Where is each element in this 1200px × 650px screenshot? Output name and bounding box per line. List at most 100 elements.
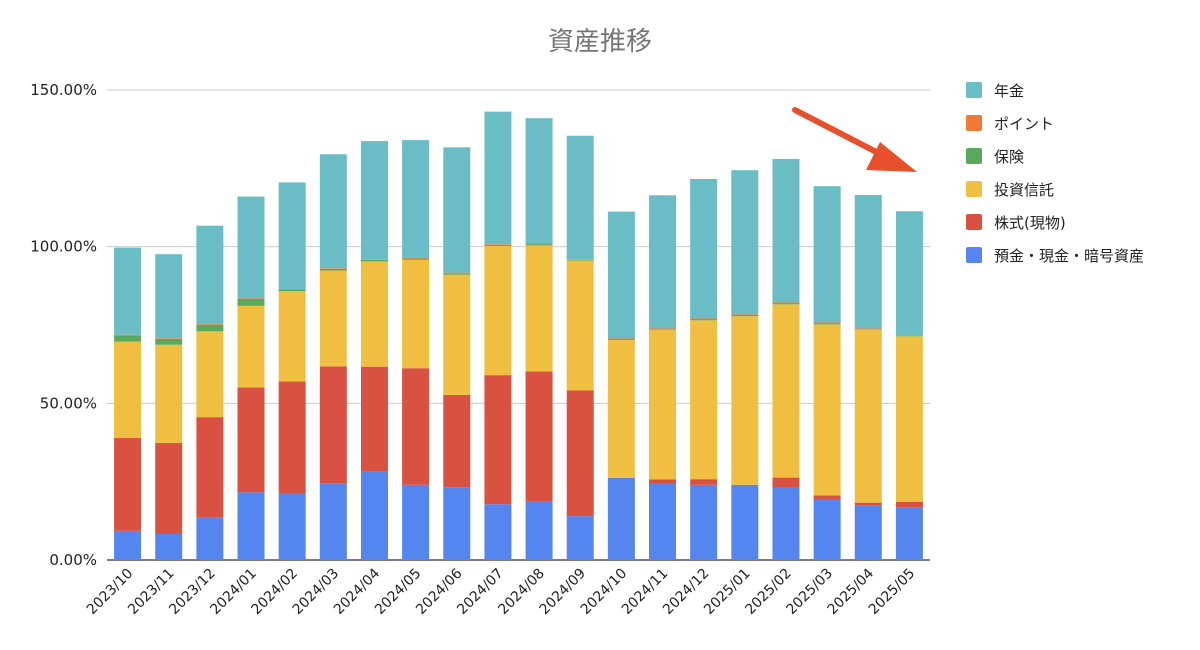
bars	[114, 111, 923, 560]
bar-segment	[237, 492, 265, 560]
legend-label: 株式(現物)	[994, 214, 1066, 232]
bar-segment	[360, 471, 388, 560]
bar-segment	[649, 328, 677, 330]
bar-segment	[484, 111, 512, 245]
legend-swatch	[966, 181, 982, 197]
bar-segment	[484, 246, 512, 376]
legend-item: 預金・現金・暗号資産	[966, 247, 1144, 265]
bar-segment	[854, 505, 882, 560]
bar-segment	[895, 336, 923, 502]
legend-swatch	[966, 148, 982, 164]
bar-segment	[155, 254, 183, 339]
bar-segment	[443, 487, 471, 560]
bar-segment	[484, 244, 512, 245]
bar-segment	[443, 272, 471, 274]
bar-segment	[525, 245, 553, 372]
bar-segment	[607, 339, 635, 341]
bar-segment	[566, 259, 594, 260]
legend-swatch	[966, 214, 982, 230]
bar-segment	[237, 387, 265, 493]
bar-segment	[649, 479, 677, 484]
bar-segment	[895, 211, 923, 336]
bar-segment	[443, 274, 471, 395]
bar-segment	[278, 288, 306, 290]
y-tick-label: 50.00%	[40, 394, 97, 412]
bar-segment	[196, 324, 224, 332]
x-axis-ticks: 2023/102023/112023/122024/012024/022024/…	[84, 565, 918, 618]
bar-segment	[607, 211, 635, 339]
bar-segment	[813, 499, 841, 560]
bar-segment	[319, 366, 347, 484]
bar-segment	[484, 504, 512, 560]
bar-segment	[813, 322, 841, 324]
bar-segment	[731, 314, 759, 317]
legend-label: 保険	[994, 148, 1024, 166]
bar-segment	[155, 533, 183, 560]
bar-segment	[690, 319, 718, 321]
bar-segment	[278, 493, 306, 560]
bar-segment	[402, 259, 430, 369]
bar-segment	[402, 368, 430, 485]
legend-swatch	[966, 247, 982, 263]
bar-segment	[196, 225, 224, 325]
bar-segment	[114, 530, 142, 560]
bar-segment	[731, 316, 759, 485]
bar-segment	[607, 338, 635, 340]
bar-segment	[278, 291, 306, 382]
bar-segment	[854, 502, 882, 506]
bar-segment	[402, 140, 430, 258]
chart-title: 資産推移	[548, 27, 652, 57]
bar-segment	[690, 320, 718, 480]
bar-segment	[443, 394, 471, 488]
legend-label: 投資信託	[994, 181, 1054, 199]
bar-segment	[237, 305, 265, 388]
bar-segment	[813, 186, 841, 323]
legend-label: 年金	[994, 82, 1024, 100]
bar-segment	[772, 302, 800, 304]
legend-item: ポイント	[966, 115, 1054, 133]
bar-segment	[155, 442, 183, 534]
bar-segment	[484, 375, 512, 505]
bar-segment	[237, 298, 265, 299]
y-axis-ticks: 0.00% 50.00% 100.00% 150.00%	[30, 81, 97, 569]
bar-segment	[114, 335, 142, 342]
bar-segment	[607, 477, 635, 560]
bar-segment	[649, 329, 677, 480]
bar-segment	[566, 259, 594, 261]
bar-segment	[196, 517, 224, 560]
bar-segment	[525, 243, 553, 245]
bar-segment	[360, 259, 388, 260]
arrow-head	[866, 142, 917, 172]
grid-lines	[107, 89, 930, 561]
trend-arrow-annotation	[792, 107, 917, 172]
bar-segment	[690, 479, 718, 485]
legend-item: 保険	[966, 148, 1024, 166]
bar-segment	[319, 268, 347, 269]
bar-segment	[895, 335, 923, 336]
bar-segment	[278, 289, 306, 292]
bar-segment	[895, 507, 923, 560]
arrow-shaft	[792, 107, 891, 161]
bar-segment	[525, 244, 553, 246]
bar-segment	[196, 331, 224, 418]
bar-segment	[813, 495, 841, 500]
legend-item: 株式(現物)	[966, 214, 1066, 232]
bar-segment	[772, 303, 800, 305]
bar-segment	[772, 158, 800, 303]
bar-segment	[525, 118, 553, 244]
bar-segment	[566, 390, 594, 517]
bar-segment	[319, 268, 347, 271]
bar-segment	[772, 304, 800, 478]
bar-segment	[525, 371, 553, 502]
y-tick-label: 0.00%	[49, 551, 97, 569]
bar-segment	[114, 334, 142, 336]
bar-segment	[484, 244, 512, 247]
bar-segment	[114, 437, 142, 531]
bar-segment	[360, 261, 388, 367]
bar-segment	[319, 270, 347, 367]
bar-segment	[649, 329, 677, 330]
x-tick-label: 2025/05	[866, 566, 918, 618]
bar-segment	[278, 381, 306, 494]
